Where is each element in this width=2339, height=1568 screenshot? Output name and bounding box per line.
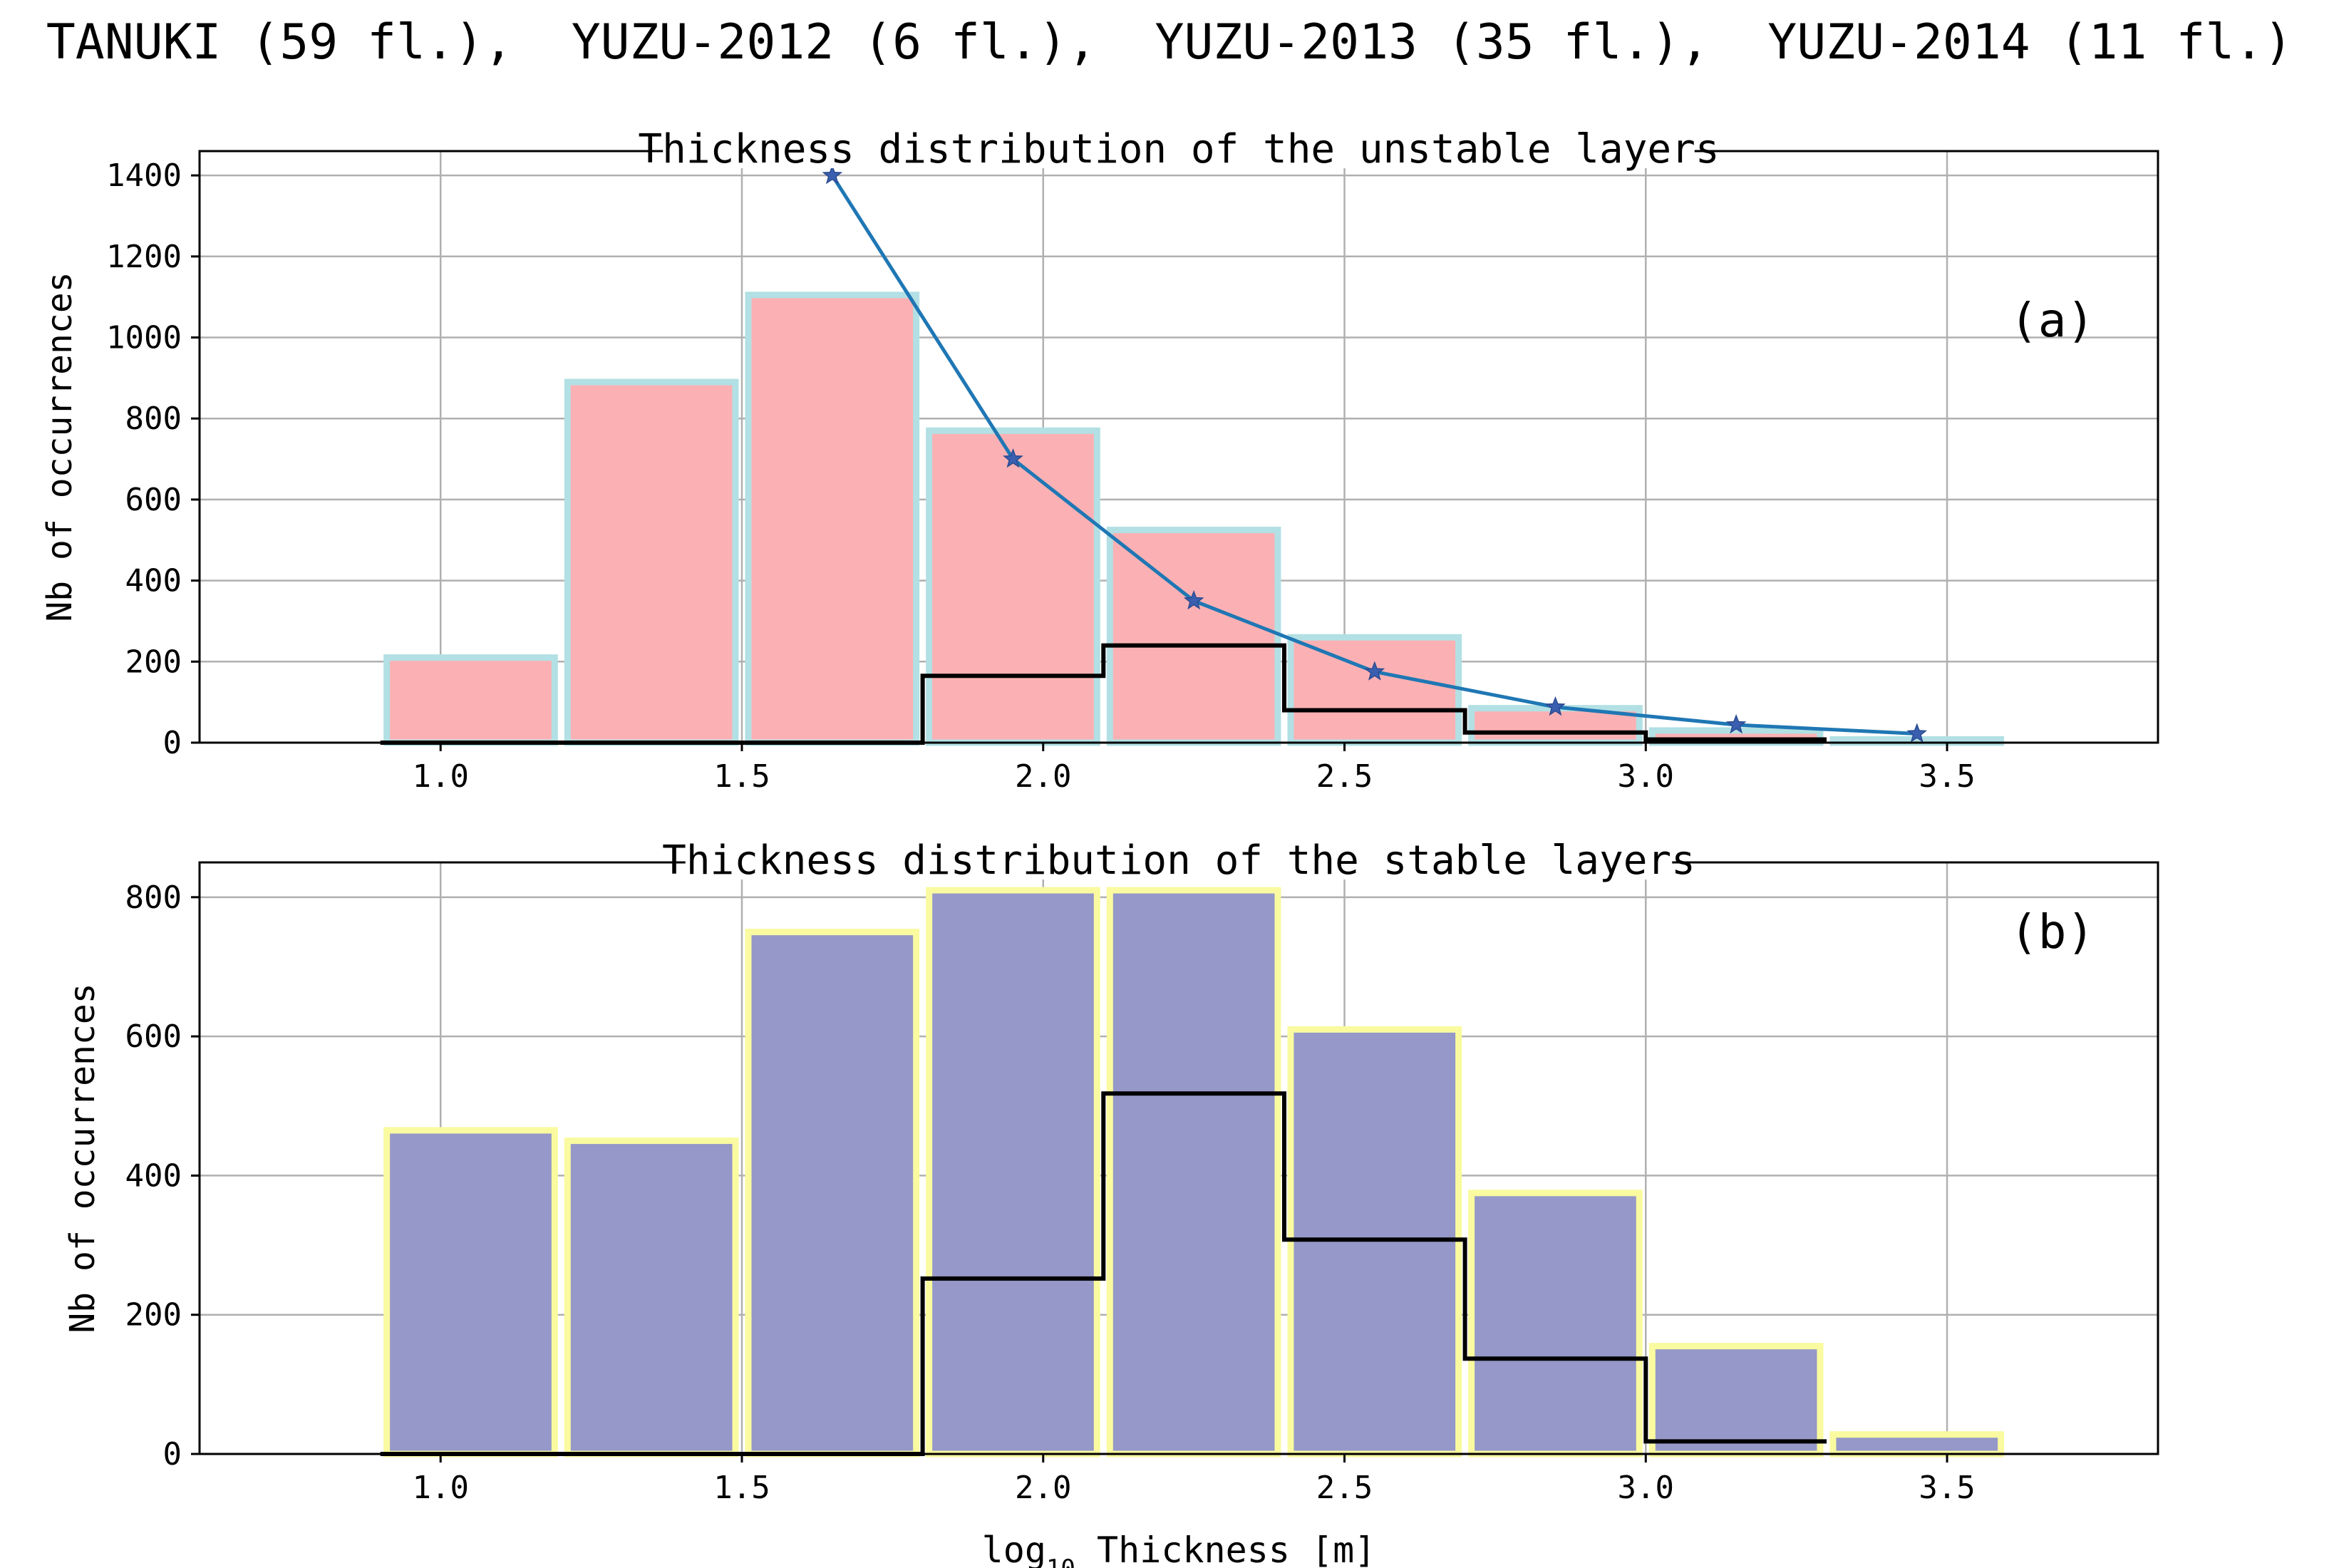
chart-panel-b: 1.0 1.5 2.0 2.5 3.0 3.5 0 200 400 600 800 Thickness… — [63, 837, 2159, 1568]
x-tick-label: 3.0 — [1618, 1470, 1674, 1506]
x-tick-label: 1.5 — [713, 1470, 770, 1506]
panel-label: (b) — [2010, 904, 2095, 959]
y-tick-label: 400 — [125, 1157, 182, 1194]
star-marker — [1545, 696, 1566, 716]
panel-title: Thickness distribution of the stable lay… — [662, 837, 1695, 884]
x-tick-label: 1.0 — [412, 1470, 468, 1506]
panel-title-background — [685, 838, 1673, 880]
histogram-bar — [1106, 527, 1281, 746]
x-tick-label: 2.5 — [1316, 758, 1373, 795]
star-marker — [822, 164, 843, 185]
y-tick-label: 200 — [125, 644, 182, 680]
x-tick-label: 2.0 — [1015, 758, 1071, 795]
x-tick-label: 2.5 — [1316, 1470, 1373, 1506]
star-marker — [1003, 448, 1023, 468]
y-tick-label: 400 — [125, 563, 182, 599]
panel-title-background — [663, 127, 1695, 168]
y-tick-label: 600 — [125, 482, 182, 518]
y-tick-label: 1400 — [106, 158, 182, 194]
x-tick-label: 1.5 — [713, 758, 770, 795]
y-axis-label: Nb of occurrences — [63, 983, 103, 1333]
x-tick-label: 1.0 — [412, 758, 468, 795]
histogram-bar — [1829, 1431, 2005, 1458]
y-tick-label: 200 — [125, 1297, 182, 1334]
chart-panel-a: 1.0 1.5 2.0 2.5 3.0 3.5 0 200 400 600 800 1000 1200 1… — [40, 126, 2159, 795]
y-tick-label: 600 — [125, 1018, 182, 1055]
star-marker — [1725, 713, 1747, 734]
histogram-bar — [1468, 1190, 1643, 1458]
y-tick-label: 800 — [125, 880, 182, 916]
x-axis-label: log10 Thickness [m] — [982, 1530, 1376, 1568]
star-marker — [1183, 589, 1204, 610]
histogram-bar — [745, 929, 920, 1458]
x-tick-label: 3.0 — [1618, 758, 1674, 795]
figure-title: TANUKI (59 fl.), YUZU-2012 (6 fl.), YUZU… — [46, 14, 2293, 71]
x-axis-label-log: log — [982, 1530, 1046, 1568]
y-tick-label: 1200 — [106, 239, 182, 275]
panel-title: Thickness distribution of the unstable l… — [638, 126, 1719, 172]
histogram-bar — [745, 292, 920, 746]
y-tick-label: 0 — [163, 725, 182, 761]
x-axis-label-rest: Thickness [m] — [1075, 1530, 1375, 1568]
y-axis-label: Nb of occurrences — [40, 272, 80, 621]
panel-label: (a) — [2010, 293, 2095, 348]
star-marker — [1364, 661, 1385, 681]
y-tick-label: 800 — [125, 401, 182, 437]
y-tick-label: 1000 — [106, 320, 182, 356]
histogram-bar — [926, 887, 1100, 1458]
x-tick-label: 3.5 — [1919, 758, 1975, 795]
histogram-bar — [926, 427, 1100, 746]
x-tick-label: 2.0 — [1015, 1470, 1071, 1506]
histogram-bar — [564, 1138, 739, 1458]
histogram-bar — [1106, 887, 1281, 1458]
star-marker — [1906, 723, 1928, 743]
x-tick-label: 3.5 — [1919, 1470, 1975, 1506]
histogram-bar — [383, 654, 558, 746]
histogram-bar — [1287, 634, 1462, 746]
y-tick-label: 0 — [163, 1436, 182, 1472]
histogram-bar — [564, 378, 739, 746]
histogram-bar — [383, 1127, 558, 1458]
x-axis-label-subscript: 10 — [1046, 1554, 1075, 1568]
histogram-bar — [1648, 1343, 1824, 1458]
